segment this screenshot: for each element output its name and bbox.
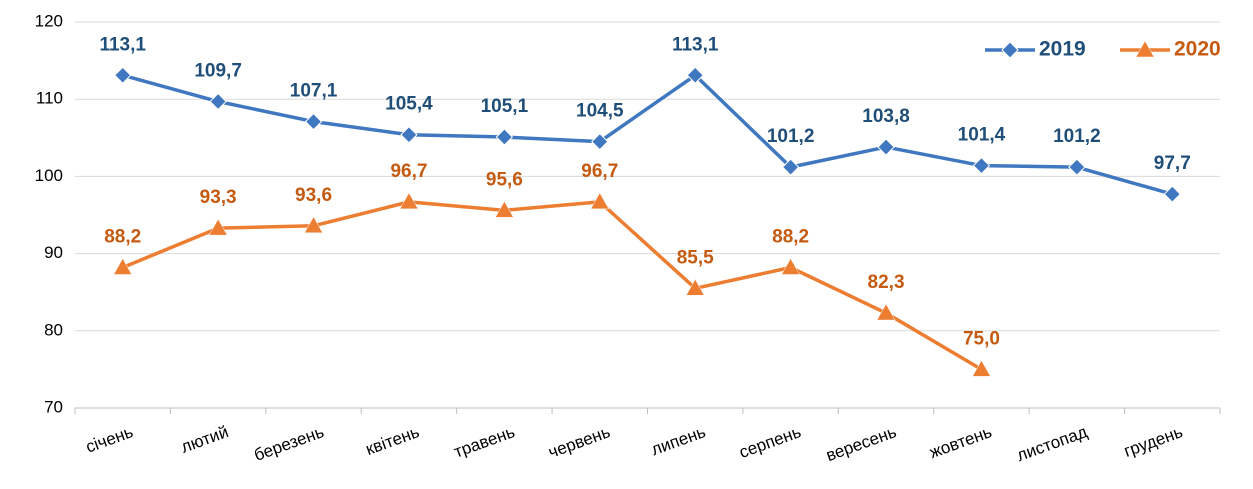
- value-label: 88,2: [104, 227, 141, 248]
- marker: [494, 200, 514, 218]
- value-label: 93,6: [295, 185, 332, 206]
- value-label: 88,2: [772, 227, 809, 248]
- marker: [972, 156, 991, 175]
- value-label: 101,2: [1053, 126, 1101, 147]
- y-tick-label: 90: [44, 243, 63, 262]
- value-label: 82,3: [868, 272, 905, 293]
- y-tick-label: 80: [44, 320, 63, 339]
- marker: [495, 128, 514, 146]
- value-label: 85,5: [677, 247, 714, 268]
- value-label: 104,5: [576, 101, 624, 122]
- value-label: 101,2: [767, 126, 815, 147]
- value-label: 113,1: [672, 34, 719, 55]
- marker: [781, 158, 800, 176]
- value-label: 109,7: [194, 61, 242, 82]
- marker: [208, 218, 228, 236]
- value-label: 101,4: [958, 125, 1006, 146]
- marker: [304, 112, 323, 131]
- legend-label: 2019: [1039, 38, 1086, 61]
- value-label: 75,0: [963, 328, 1000, 349]
- marker: [685, 278, 705, 296]
- marker: [686, 66, 704, 84]
- value-label: 96,7: [581, 161, 618, 182]
- x-tick-label: вересень: [823, 422, 899, 465]
- x-tick-label: липень: [649, 422, 709, 459]
- value-label: 95,6: [486, 169, 523, 190]
- y-tick-label: 120: [35, 11, 63, 30]
- x-tick-label: січень: [83, 422, 136, 457]
- value-label: 105,1: [481, 96, 529, 117]
- value-label: 105,4: [385, 94, 433, 115]
- marker: [399, 192, 419, 210]
- marker: [1068, 158, 1086, 176]
- x-tick-label: квітень: [363, 422, 422, 459]
- x-tick-label: жовтень: [927, 422, 995, 462]
- value-label: 107,1: [290, 81, 338, 102]
- marker: [591, 132, 609, 151]
- value-label: 97,7: [1154, 153, 1191, 174]
- marker: [972, 359, 991, 377]
- x-tick-label: грудень: [1121, 422, 1185, 461]
- series-line: [122, 200, 983, 371]
- marker: [1135, 40, 1155, 58]
- x-tick-label: серпень: [737, 422, 804, 462]
- x-tick-label: червень: [546, 422, 613, 462]
- marker: [781, 257, 801, 275]
- value-label: 113,1: [99, 34, 146, 55]
- marker: [877, 138, 895, 156]
- value-label: 93,3: [200, 187, 237, 208]
- x-tick-label: травень: [451, 422, 517, 462]
- marker: [114, 66, 132, 84]
- series-line: [122, 73, 1173, 196]
- marker: [400, 126, 418, 144]
- marker: [876, 303, 896, 321]
- x-tick-label: березень: [251, 422, 326, 465]
- y-tick-label: 110: [36, 89, 63, 108]
- marker: [304, 216, 323, 234]
- marker: [113, 257, 133, 275]
- marker: [1163, 185, 1181, 203]
- value-label: 96,7: [390, 161, 427, 182]
- y-tick-label: 70: [44, 397, 63, 416]
- x-tick-label: листопад: [1014, 422, 1090, 465]
- marker: [209, 92, 227, 111]
- marker: [590, 192, 610, 210]
- legend-label: 2020: [1174, 38, 1221, 61]
- x-tick-label: лютий: [178, 422, 231, 457]
- value-label: 103,8: [862, 106, 910, 127]
- marker: [1001, 41, 1019, 59]
- y-tick-label: 100: [35, 166, 63, 185]
